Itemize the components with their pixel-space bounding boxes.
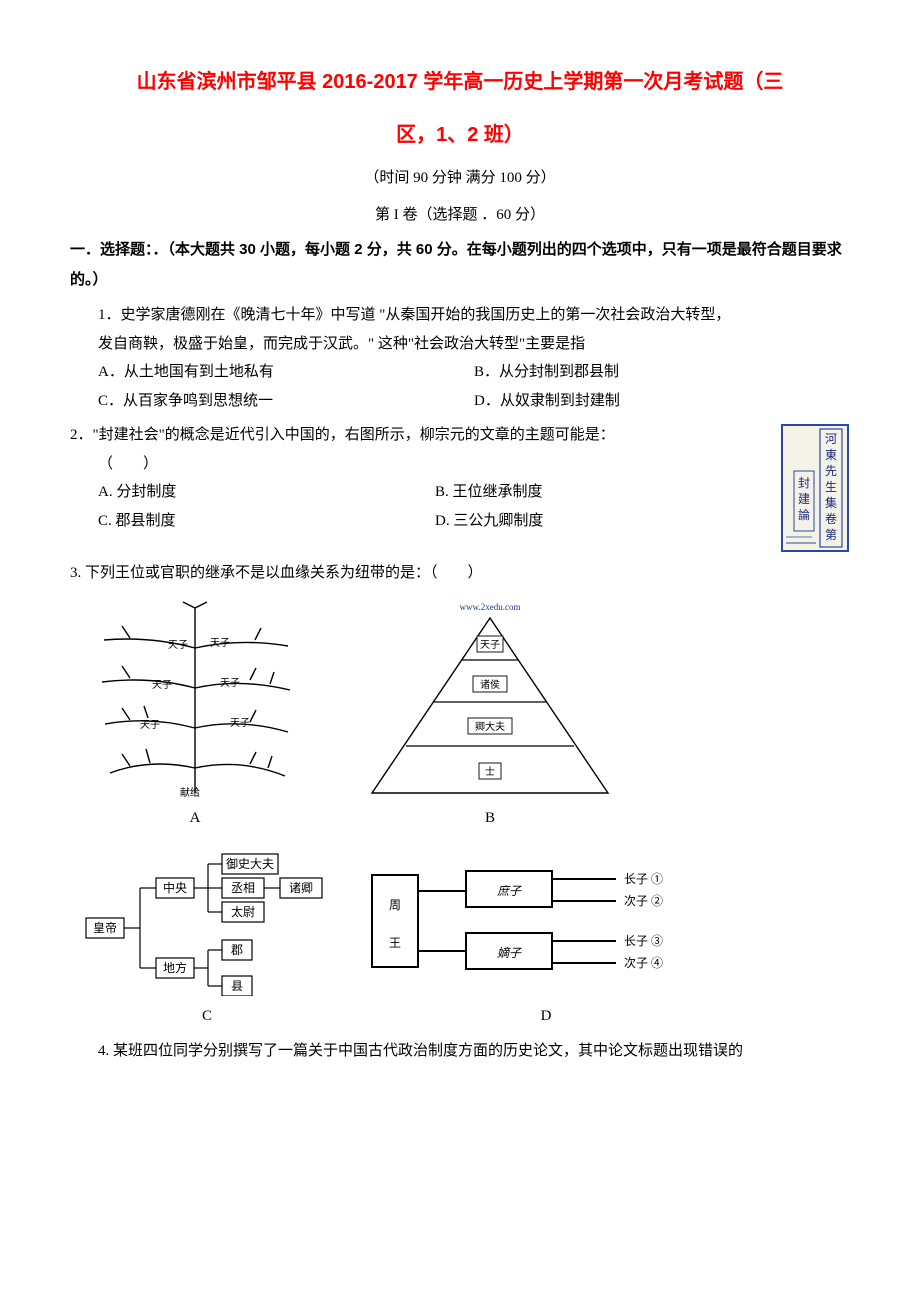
title-line1: 山东省滨州市邹平县 2016-2017 学年高一历史上学期第一次月考试题（三 bbox=[70, 60, 850, 104]
q4-stem: 4. 某班四位同学分别撰写了一篇关于中国古代政治制度方面的历史论文，其中论文标题… bbox=[98, 1037, 850, 1066]
title-line2: 区，1、2 班） bbox=[70, 116, 850, 154]
svg-text:先: 先 bbox=[825, 464, 837, 478]
svg-text:天子: 天子 bbox=[220, 677, 240, 689]
fig-a-label: A bbox=[90, 804, 300, 833]
svg-text:御史大夫: 御史大夫 bbox=[226, 856, 274, 871]
svg-text:卿大夫: 卿大夫 bbox=[475, 720, 505, 733]
q3-stem: 3. 下列王位或官职的继承不是以血缘关系为纽带的是：（ ） bbox=[70, 559, 850, 588]
svg-text:天子: 天子 bbox=[480, 639, 500, 651]
q2-option-a: A. 分封制度 bbox=[98, 478, 435, 507]
svg-text:天子: 天子 bbox=[210, 637, 230, 649]
svg-text:周: 周 bbox=[389, 898, 401, 912]
svg-text:論: 論 bbox=[798, 507, 810, 522]
svg-text:长子 ③: 长子 ③ bbox=[624, 934, 663, 948]
fig-c-label: C bbox=[82, 1002, 332, 1031]
fig-b-label: B bbox=[360, 804, 620, 833]
q1-line1: 1．史学家唐德刚在《晚清七十年》中写道 "从秦国开始的我国历史上的第一次社会政治… bbox=[98, 301, 850, 330]
svg-text:集: 集 bbox=[825, 495, 837, 510]
q2-option-c: C. 郡县制度 bbox=[98, 507, 435, 536]
svg-text:献给: 献给 bbox=[180, 786, 200, 798]
svg-text:生: 生 bbox=[825, 480, 837, 494]
svg-text:长子 ①: 长子 ① bbox=[624, 872, 663, 886]
question-3: 3. 下列王位或官职的继承不是以血缘关系为纽带的是：（ ） 天子 天子 天子 天… bbox=[70, 559, 850, 1031]
svg-text:次子 ④: 次子 ④ bbox=[624, 956, 663, 970]
question-4: 4. 某班四位同学分别撰写了一篇关于中国古代政治制度方面的历史论文，其中论文标题… bbox=[70, 1037, 850, 1066]
svg-text:封: 封 bbox=[798, 476, 810, 490]
instructions: 一．选择题：．（本大题共 30 小题，每小题 2 分，共 60 分。在每小题列出… bbox=[70, 235, 850, 295]
svg-text:丞相: 丞相 bbox=[231, 881, 255, 895]
q1-option-c: C．从百家争鸣到思想统一 bbox=[98, 387, 474, 416]
figure-c-orgchart: 皇帝 中央 御史大夫 丞相 诸卿 太尉 地方 郡 县 bbox=[82, 846, 332, 996]
q1-option-a: A．从土地国有到土地私有 bbox=[98, 358, 474, 387]
svg-text:县: 县 bbox=[231, 979, 243, 993]
svg-text:士: 士 bbox=[485, 765, 495, 778]
fig-d-label: D bbox=[366, 1002, 726, 1031]
svg-text:诸侯: 诸侯 bbox=[480, 678, 500, 691]
svg-text:庶子: 庶子 bbox=[497, 884, 522, 898]
figure-d-lineage: 周 王 庶子 嫡子 长子 ① 次子 ② 长子 ③ 次子 ④ bbox=[366, 851, 726, 991]
svg-text:太尉: 太尉 bbox=[231, 904, 255, 919]
q2-option-d: D. 三公九卿制度 bbox=[435, 507, 772, 536]
q2-option-b: B. 王位继承制度 bbox=[435, 478, 772, 507]
question-1: 1．史学家唐德刚在《晚清七十年》中写道 "从秦国开始的我国历史上的第一次社会政治… bbox=[70, 301, 850, 415]
q1-option-d: D．从奴隶制到封建制 bbox=[474, 387, 850, 416]
svg-text:www.2xedu.com: www.2xedu.com bbox=[460, 602, 521, 612]
svg-text:地方: 地方 bbox=[163, 960, 187, 975]
svg-text:天子: 天子 bbox=[152, 679, 172, 691]
section-header: 第 I 卷（选择题 ．60 分） bbox=[70, 201, 850, 230]
svg-text:天子: 天子 bbox=[168, 639, 188, 651]
svg-text:建: 建 bbox=[798, 492, 810, 506]
svg-text:卷: 卷 bbox=[825, 511, 837, 526]
svg-text:王: 王 bbox=[389, 936, 401, 950]
svg-text:皇帝: 皇帝 bbox=[93, 920, 117, 935]
svg-text:天子: 天子 bbox=[140, 719, 160, 731]
svg-text:東: 東 bbox=[825, 448, 837, 462]
svg-text:第: 第 bbox=[825, 528, 837, 542]
q2-paren: （ ） bbox=[70, 450, 772, 479]
svg-text:天子: 天子 bbox=[230, 717, 250, 729]
svg-text:嫡子: 嫡子 bbox=[497, 946, 522, 960]
q1-option-b: B．从分封制到郡县制 bbox=[474, 358, 850, 387]
spine-col1-char: 河 bbox=[825, 432, 837, 446]
svg-text:郡: 郡 bbox=[231, 943, 243, 957]
question-2: 2．"封建社会"的概念是近代引入中国的，右图所示，柳宗元的文章的主题可能是： （… bbox=[70, 421, 850, 553]
book-spine-image: 河 東 先 生 集 卷 第 封 建 論 bbox=[780, 423, 850, 553]
q2-stem: 2．"封建社会"的概念是近代引入中国的，右图所示，柳宗元的文章的主题可能是： bbox=[70, 421, 772, 450]
svg-text:次子 ②: 次子 ② bbox=[624, 894, 663, 908]
svg-text:中央: 中央 bbox=[163, 880, 187, 895]
exam-meta: （时间 90 分钟 满分 100 分） bbox=[70, 164, 850, 193]
svg-text:诸卿: 诸卿 bbox=[289, 881, 313, 895]
q1-line2: 发自商鞅，极盛于始皇，而完成于汉武。" 这种"社会政治大转型"主要是指 bbox=[98, 330, 850, 359]
figure-b-pyramid: www.2xedu.com 天子 诸侯 卿大夫 士 bbox=[360, 598, 620, 798]
figure-a-tree: 天子 天子 天子 天子 天子 天子 献给 bbox=[90, 598, 300, 798]
